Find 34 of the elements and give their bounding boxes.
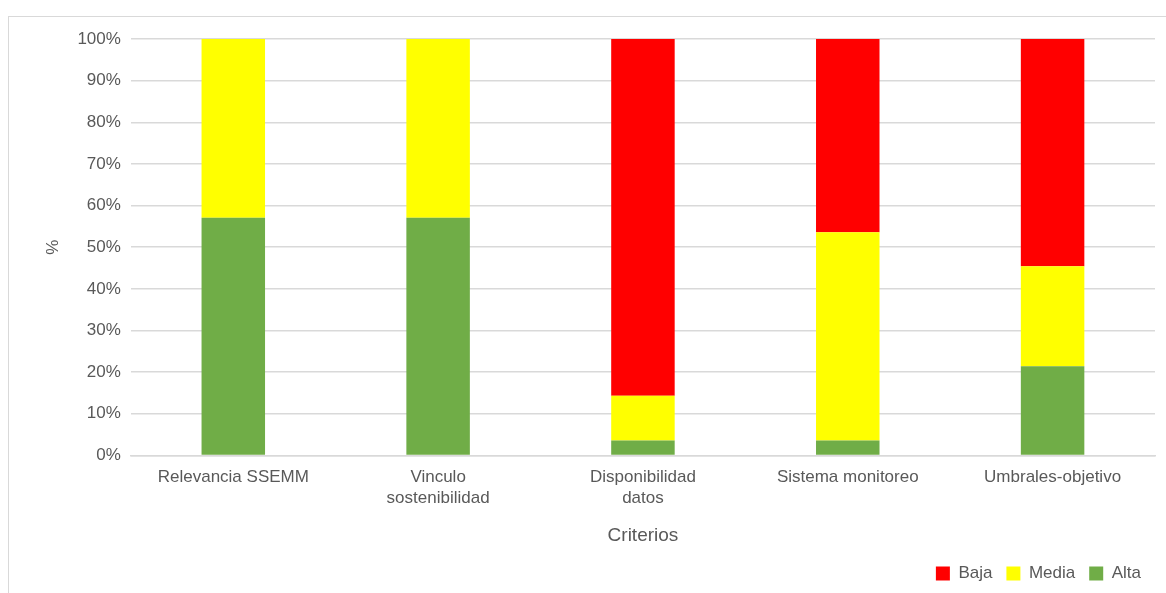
bar	[1020, 266, 1085, 367]
x-tick-label: Vinculo sostenibilidad	[386, 467, 490, 507]
bar	[816, 232, 880, 441]
bar	[611, 395, 675, 441]
y-tick-label: 40%	[86, 278, 121, 298]
bar	[406, 217, 470, 455]
y-tick-label: 30%	[86, 320, 121, 340]
y-tick-label: 80%	[86, 111, 121, 131]
bar	[816, 39, 880, 233]
legend-label: Media	[1028, 563, 1076, 583]
y-axis-title: %	[42, 239, 62, 255]
legend-label: Baja	[958, 563, 993, 583]
x-tick-label: Disponibilidad datos	[590, 467, 696, 507]
bar	[201, 217, 266, 455]
bar	[816, 440, 880, 455]
y-tick-label: 60%	[86, 195, 121, 215]
bar	[1020, 366, 1085, 455]
y-tick-label: 70%	[86, 153, 121, 173]
x-axis-title: Criterios	[607, 523, 679, 545]
y-tick-label: 90%	[86, 70, 121, 90]
y-tick-label: 0%	[96, 445, 121, 465]
y-tick-label: 50%	[86, 236, 121, 256]
bar	[611, 39, 675, 396]
x-tick-label: Relevancia SSEMM	[157, 467, 309, 487]
x-tick-label: Umbrales-objetivo	[984, 467, 1122, 487]
bar	[611, 440, 675, 455]
bar	[406, 39, 470, 218]
y-tick-label: 20%	[86, 361, 121, 381]
bar	[1020, 39, 1085, 267]
y-tick-label: 100%	[77, 28, 121, 48]
y-tick-label: 10%	[86, 403, 121, 423]
x-tick-label: Sistema monitoreo	[776, 467, 919, 487]
legend-label: Alta	[1111, 563, 1142, 583]
bar	[201, 39, 266, 218]
